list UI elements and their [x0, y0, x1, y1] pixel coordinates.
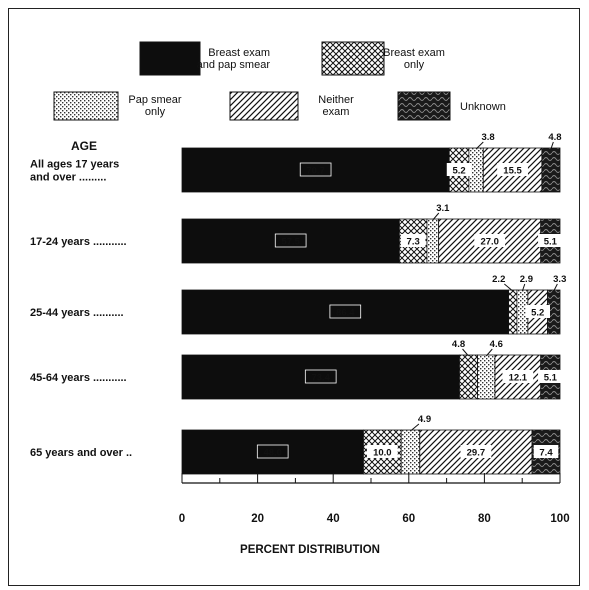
value-label-box — [446, 163, 472, 176]
value-label-box — [497, 163, 528, 176]
value-label: 27.0 — [480, 237, 499, 248]
legend-label: Neither — [318, 94, 354, 106]
value-label: 86.4 — [336, 308, 355, 319]
value-label: 7.3 — [407, 237, 420, 248]
bars: 70.7 5.2 15.5 57.5 7.3 27.0 5.1 86.4 5.2 73.4 12.1… — [181, 147, 563, 475]
x-tick-label: 80 — [478, 513, 491, 525]
value-label: 10.0 — [373, 448, 392, 459]
value-label: 5.2 — [531, 308, 544, 319]
legend-swatch — [229, 91, 299, 121]
legend-label: Breast exam — [208, 47, 270, 59]
value-label: 12.1 — [509, 373, 528, 384]
category-label: 65 years and over .. — [30, 447, 132, 459]
value-label-box — [502, 370, 534, 383]
legend-swatch — [321, 41, 385, 76]
category-label: 17-24 years ........... — [30, 236, 127, 248]
x-tick-label: 0 — [179, 513, 185, 525]
category-label: 25-44 years .......... — [30, 307, 124, 319]
value-label: 29.7 — [467, 448, 486, 459]
bar-segment — [508, 289, 518, 335]
callout-leader — [550, 141, 554, 150]
legend-swatch — [53, 91, 119, 121]
callout-value-label: 3.3 — [553, 274, 566, 285]
value-label-box — [460, 445, 492, 458]
callout-value-label: 4.8 — [452, 339, 465, 350]
value-label: 5.1 — [544, 373, 558, 384]
callout-leader — [504, 283, 514, 292]
value-label: 70.7 — [306, 166, 325, 177]
legend-label: exam — [323, 106, 350, 118]
bar-segment — [459, 354, 478, 400]
callout-value-label: 3.8 — [481, 132, 494, 143]
legend-swatch — [397, 91, 451, 121]
value-label-box — [538, 234, 563, 247]
callout-leader — [462, 348, 469, 357]
callout-value-label: 2.9 — [520, 274, 533, 285]
value-label-box — [474, 234, 506, 247]
bar-segment — [426, 218, 440, 264]
bar-segment — [419, 429, 533, 475]
callout-value-label: 3.1 — [436, 203, 450, 214]
y-axis-title: AGE — [71, 139, 97, 153]
bar-segment — [477, 354, 496, 400]
category-label: 45-64 years ........... — [30, 372, 127, 384]
callout-value-label: 4.6 — [490, 339, 503, 350]
category-label: All ages 17 years — [30, 159, 119, 171]
callout-value-label: 4.9 — [418, 414, 431, 425]
value-label: 48.0 — [263, 448, 282, 459]
value-label-box — [533, 445, 559, 458]
value-label: 15.5 — [503, 166, 522, 177]
value-label: 57.5 — [281, 237, 300, 248]
callout-leader — [553, 283, 558, 292]
x-tick-label: 20 — [251, 513, 264, 525]
callout-leader — [475, 141, 484, 150]
value-label: 7.4 — [539, 448, 553, 459]
value-label-box — [274, 233, 307, 248]
legend-swatch — [139, 41, 201, 76]
value-label-box — [256, 444, 289, 459]
value-label-box — [400, 234, 426, 247]
legend-label: Breast exam — [383, 47, 445, 59]
value-label: 5.1 — [544, 237, 558, 248]
value-label-box — [525, 305, 550, 318]
legend-label: and pap smear — [197, 59, 271, 71]
callout-leader — [432, 212, 440, 221]
callout-value-label: 2.2 — [492, 274, 505, 285]
value-label: 73.4 — [311, 373, 330, 384]
legend-label: Pap smear — [128, 94, 182, 106]
figure-frame — [8, 8, 580, 586]
value-label-box — [329, 304, 362, 319]
value-label-box — [366, 445, 398, 458]
legend-label: Unknown — [460, 101, 506, 113]
value-label-box — [304, 369, 337, 384]
value-label: 5.2 — [452, 166, 465, 177]
x-axis: 0 20 40 60 80 100 — [179, 473, 570, 525]
bar-segment — [181, 147, 450, 193]
callout-leader — [521, 283, 526, 292]
bar-segment — [541, 147, 561, 193]
x-tick-label: 60 — [402, 513, 415, 525]
callout-labels: 3.8 4.8 3.1 2.2 2.9 3.3 4.8 4.6 4.9 — [410, 132, 566, 432]
legend-label: only — [404, 59, 425, 71]
x-axis-title: PERCENT DISTRIBUTION — [240, 544, 380, 556]
callout-value-label: 4.8 — [548, 132, 561, 143]
category-label: and over ......... — [30, 172, 106, 184]
x-tick-label: 100 — [550, 513, 569, 525]
value-label-box — [299, 162, 332, 177]
x-tick-label: 40 — [327, 513, 340, 525]
bar-segment — [400, 429, 421, 475]
callout-leader — [485, 348, 493, 357]
legend-label: only — [145, 106, 166, 118]
callout-leader — [410, 423, 420, 432]
value-label-box — [538, 370, 563, 383]
